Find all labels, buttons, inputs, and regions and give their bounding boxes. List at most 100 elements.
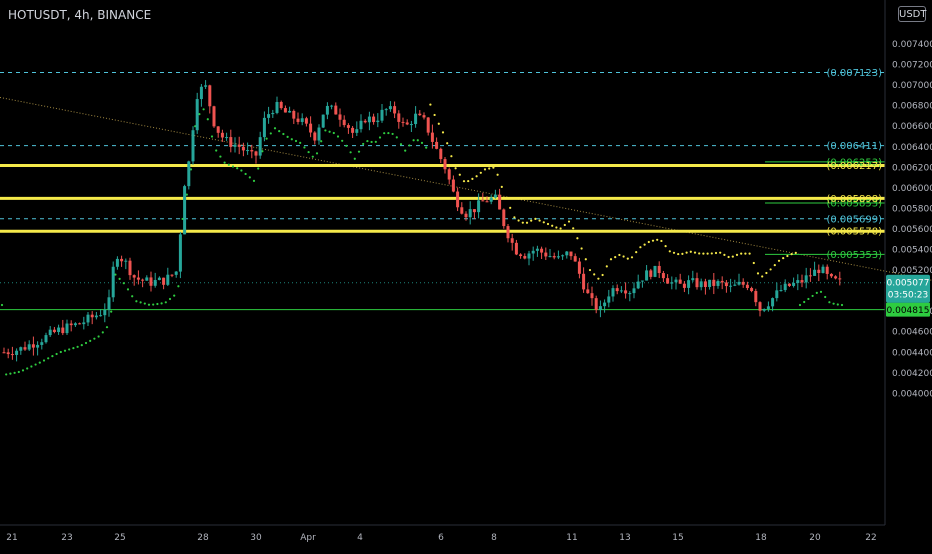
- indicator-dot: [840, 303, 844, 307]
- x-tick-label: 8: [491, 533, 497, 543]
- indicator-dot: [689, 250, 692, 253]
- indicator-dot: [702, 252, 705, 255]
- candle-body: [132, 275, 136, 278]
- candle-body: [246, 150, 250, 152]
- indicator-dot: [832, 302, 835, 305]
- indicator-dot: [773, 264, 776, 267]
- indicator-dot: [693, 251, 697, 254]
- candle-body: [250, 150, 254, 152]
- candle-body: [376, 120, 380, 123]
- candle-body: [292, 110, 296, 119]
- indicator-dot: [72, 347, 75, 350]
- candle-body: [519, 254, 523, 257]
- indicator-dot: [437, 122, 440, 125]
- indicator-dot: [723, 253, 726, 256]
- candle-body: [338, 114, 342, 120]
- candle-body: [325, 105, 329, 115]
- candle-body: [31, 344, 35, 348]
- candle-body: [57, 327, 61, 333]
- indicator-dot: [47, 357, 50, 360]
- indicator-dot: [303, 146, 306, 149]
- candle-body: [750, 288, 754, 292]
- candle-body: [355, 129, 359, 133]
- candle-body: [27, 344, 31, 350]
- candle-body: [783, 283, 787, 291]
- indicator-dot: [307, 150, 310, 154]
- indicator-dot: [803, 300, 806, 304]
- candle-body: [317, 127, 321, 141]
- indicator-dot: [769, 268, 772, 271]
- candle-body: [174, 271, 178, 275]
- indicator-dot: [626, 257, 629, 260]
- candle-body: [808, 275, 812, 277]
- candle-body: [241, 146, 245, 151]
- candle-body: [817, 269, 821, 274]
- candle-body: [187, 161, 191, 187]
- candle-body: [451, 179, 455, 192]
- indicator-dot: [651, 239, 655, 242]
- indicator-dot: [420, 141, 424, 144]
- y-tick-label: 0.006600: [892, 122, 932, 132]
- candle-body: [52, 329, 56, 333]
- indicator-dot: [639, 246, 642, 249]
- candle-body: [493, 194, 497, 198]
- level-price-label: 0.004815: [887, 306, 930, 316]
- indicator-dot: [681, 252, 684, 255]
- indicator-dot: [462, 180, 466, 183]
- candle-body: [443, 159, 447, 170]
- candle-body: [544, 252, 548, 257]
- indicator-dot: [555, 226, 558, 229]
- indicator-dot: [198, 112, 201, 116]
- candle-body: [149, 277, 153, 286]
- candle-body: [136, 277, 140, 280]
- indicator-dot: [265, 137, 268, 140]
- y-tick-label: 0.007400: [892, 40, 932, 50]
- indicator-dot: [231, 165, 235, 168]
- indicator-dot: [698, 252, 701, 255]
- x-tick-label: 15: [672, 533, 683, 543]
- indicator-dot: [513, 216, 516, 219]
- candle-body: [212, 106, 216, 127]
- indicator-dot: [740, 252, 743, 255]
- candle-body: [435, 141, 439, 149]
- indicator-dot: [601, 273, 604, 277]
- candle-body: [577, 261, 581, 274]
- y-tick-label: 0.006000: [892, 184, 932, 194]
- x-tick-label: Apr: [300, 533, 316, 543]
- indicator-dot: [353, 157, 356, 160]
- indicator-dot: [546, 222, 550, 226]
- candle-body: [426, 117, 430, 133]
- candle-body: [288, 110, 292, 113]
- indicator-dot: [538, 219, 541, 222]
- indicator-dot: [156, 302, 159, 306]
- indicator-dot: [55, 352, 58, 356]
- indicator-dot: [488, 167, 491, 170]
- indicator-dot: [387, 131, 390, 135]
- indicator-dot: [370, 140, 373, 144]
- indicator-dot: [244, 172, 247, 176]
- indicator-dot: [210, 135, 214, 138]
- candle-body: [342, 119, 346, 126]
- candle-body: [225, 137, 229, 139]
- indicator-dot: [114, 273, 117, 276]
- x-tick-label: 28: [197, 533, 209, 543]
- candle-body: [754, 291, 758, 303]
- indicator-dot: [189, 168, 193, 171]
- candle-body: [569, 251, 573, 257]
- candle-body: [409, 124, 413, 126]
- indicator-dot: [446, 142, 449, 145]
- candle-body: [94, 315, 98, 318]
- candle-body: [523, 256, 527, 259]
- indicator-dot: [685, 251, 688, 254]
- currency-button[interactable]: USDT: [898, 6, 926, 22]
- candle-body: [502, 209, 506, 227]
- indicator-dot: [38, 361, 41, 364]
- indicator-dot: [559, 227, 562, 230]
- indicator-dot: [59, 350, 62, 354]
- indicator-dot: [252, 179, 256, 182]
- candle-body: [115, 258, 119, 267]
- candle-body: [422, 115, 426, 118]
- indicator-dot: [5, 373, 8, 376]
